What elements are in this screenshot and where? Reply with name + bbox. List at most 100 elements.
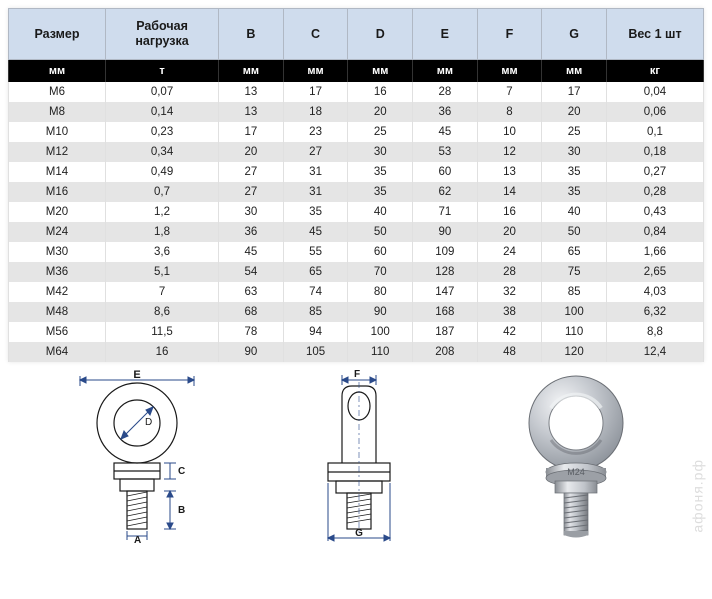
table-cell: M36 [9,262,106,282]
table-cell: 94 [283,322,348,342]
table-cell: 65 [283,262,348,282]
table-cell: 1,66 [606,242,703,262]
table-cell: 100 [348,322,413,342]
table-cell: 0,7 [105,182,218,202]
table-cell: 50 [348,222,413,242]
col-unit: мм [9,60,106,83]
front-view-diagram: F [294,368,424,543]
table-cell: 63 [219,282,284,302]
col-unit: мм [219,60,284,83]
table-cell: 90 [413,222,478,242]
dim-label-A: A [134,535,141,543]
table-cell: 36 [413,102,478,122]
table-cell: 0,07 [105,82,218,102]
table-cell: 90 [348,302,413,322]
table-cell: 16 [477,202,542,222]
table-cell: 85 [283,302,348,322]
table-row: M100,231723254510250,1 [9,122,704,142]
table-cell: 0,23 [105,122,218,142]
table-cell: M24 [9,222,106,242]
table-cell: 8 [477,102,542,122]
table-cell: 4,03 [606,282,703,302]
table-cell: 0,1 [606,122,703,142]
table-cell: 1,2 [105,202,218,222]
table-cell: 90 [219,342,284,362]
col-unit: мм [542,60,607,83]
side-view-diagram: E D [52,368,227,543]
table-cell: 30 [348,142,413,162]
table-cell: M42 [9,282,106,302]
col-header: E [413,9,478,60]
table-cell: 54 [219,262,284,282]
table-cell: 147 [413,282,478,302]
table-cell: 71 [413,202,478,222]
table-cell: 35 [348,182,413,202]
table-cell: 80 [348,282,413,302]
col-header: Вес 1 шт [606,9,703,60]
table-row: M303,645556010924651,66 [9,242,704,262]
table-cell: 8,8 [606,322,703,342]
table-cell: 62 [413,182,478,202]
table-row: M42763748014732854,03 [9,282,704,302]
table-cell: 12 [477,142,542,162]
table-row: M80,14131820368200,06 [9,102,704,122]
dim-label-G: G [355,528,363,539]
col-header: C [283,9,348,60]
col-header: B [219,9,284,60]
table-cell: 23 [283,122,348,142]
table-cell: 40 [542,202,607,222]
table-cell: M10 [9,122,106,142]
table-cell: M6 [9,82,106,102]
table-cell: 35 [348,162,413,182]
table-cell: 18 [283,102,348,122]
table-cell: 42 [477,322,542,342]
table-cell: 12,4 [606,342,703,362]
table-cell: M16 [9,182,106,202]
table-cell: 105 [283,342,348,362]
table-cell: 0,14 [105,102,218,122]
table-cell: 40 [348,202,413,222]
table-cell: 20 [477,222,542,242]
table-cell: 17 [542,82,607,102]
table-cell: 7 [477,82,542,102]
table-cell: M48 [9,302,106,322]
table-cell: 17 [219,122,284,142]
table-row: M365,154657012828752,65 [9,262,704,282]
col-header: Рабочаянагрузка [105,9,218,60]
table-cell: 68 [219,302,284,322]
table-row: M5611,57894100187421108,8 [9,322,704,342]
table-cell: 128 [413,262,478,282]
table-cell: 7 [105,282,218,302]
table-cell: 28 [413,82,478,102]
table-cell: 27 [219,162,284,182]
table-header-row: РазмерРабочаянагрузкаBCDEFGВес 1 шт [9,9,704,60]
table-cell: 70 [348,262,413,282]
table-cell: 10 [477,122,542,142]
table-cell: 60 [413,162,478,182]
col-unit: кг [606,60,703,83]
col-unit: т [105,60,218,83]
table-cell: 25 [348,122,413,142]
table-cell: 110 [542,322,607,342]
table-cell: 30 [542,142,607,162]
table-cell: 20 [219,142,284,162]
table-cell: 74 [283,282,348,302]
table-cell: 24 [477,242,542,262]
table-cell: 85 [542,282,607,302]
table-row: M241,83645509020500,84 [9,222,704,242]
table-row: M201,23035407116400,43 [9,202,704,222]
table-cell: 45 [219,242,284,262]
table-cell: 100 [542,302,607,322]
col-unit: мм [477,60,542,83]
col-unit: мм [348,60,413,83]
table-cell: 187 [413,322,478,342]
table-cell: 16 [348,82,413,102]
col-header: F [477,9,542,60]
col-header: D [348,9,413,60]
table-cell: 31 [283,162,348,182]
table-cell: 0,28 [606,182,703,202]
table-units-row: ммтммммммммммммкг [9,60,704,83]
table-cell: 78 [219,322,284,342]
table-cell: 48 [477,342,542,362]
table-cell: 3,6 [105,242,218,262]
